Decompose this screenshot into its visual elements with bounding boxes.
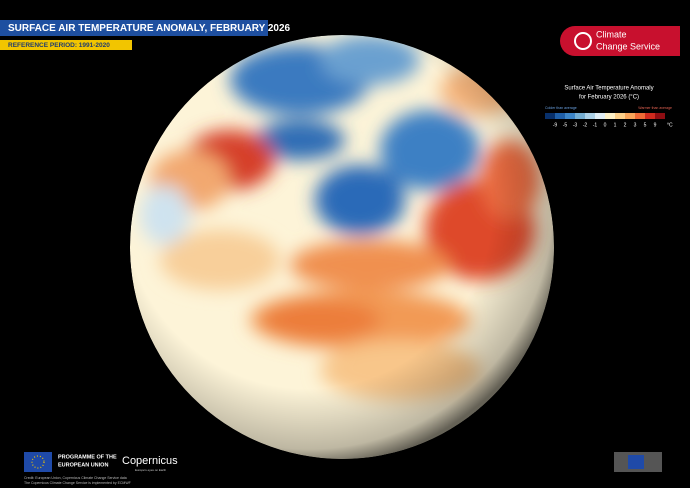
colorbar-tick-label: 2 <box>624 122 627 128</box>
programme: PROGRAMME OF THE <box>58 454 117 460</box>
colorbar-segment <box>655 113 665 119</box>
logo-badge <box>560 26 680 56</box>
colorbar-tick-label: -1 <box>593 122 598 128</box>
colorbar-tick-label: 0 <box>604 122 607 128</box>
credit: The Copernicus Climate Change Service is… <box>24 481 131 485</box>
colorbar-segment <box>625 113 635 119</box>
subtitle: REFERENCE PERIOD: 1991-2020 <box>8 42 110 49</box>
colorbar-segment <box>605 113 615 119</box>
colorbar-tick-label: 9 <box>654 122 657 128</box>
colorbar-segment <box>545 113 555 119</box>
title-bar <box>0 20 268 36</box>
colorbar: -9 -5 -3 -2 -1 0 1 2 3 5 9 °C <box>545 113 673 128</box>
colorbar-segment <box>565 113 575 119</box>
colorbar-segment <box>595 113 605 119</box>
colorbar-segment <box>635 113 645 119</box>
globe <box>130 35 554 459</box>
legend-note: Colder than average <box>545 106 577 110</box>
copernicus-tagline: Europe's eyes on Earth <box>135 468 166 472</box>
colorbar-segment <box>555 113 565 119</box>
legend-title: Surface Air Temperature Anomaly <box>564 86 653 92</box>
eu-flag <box>24 452 52 472</box>
colorbar-segment <box>585 113 595 119</box>
credit: Credit: European Union, Copernicus Clima… <box>24 476 127 480</box>
colorbar-tick-label: 5 <box>644 122 647 128</box>
colorbar-tick-label: 3 <box>634 122 637 128</box>
legend-title: for February 2026 (°C) <box>579 95 639 101</box>
logo-text: Change Service <box>596 41 660 51</box>
colorbar-tick-label: -5 <box>563 122 568 128</box>
logo-icon <box>574 32 592 50</box>
logo-text: Climate <box>596 29 627 39</box>
colorbar-tick-label: 1 <box>614 122 617 128</box>
eu-stars <box>31 455 45 469</box>
colorbar-segment <box>575 113 585 119</box>
title: SURFACE AIR TEMPERATURE ANOMALY, FEBRUAR… <box>8 23 291 34</box>
legend-note: Warmer than average <box>638 106 672 110</box>
colorbar-segment <box>615 113 625 119</box>
colorbar-tick-label: -3 <box>573 122 578 128</box>
programme: EUROPEAN UNION <box>58 462 108 468</box>
copernicus: Copernicus <box>122 455 178 467</box>
ecmwf-logo-flag <box>628 455 644 469</box>
colorbar-tick-label: -2 <box>583 122 588 128</box>
colorbar-unit: °C <box>667 122 673 128</box>
colorbar-segment <box>645 113 655 119</box>
subtitle-bar <box>0 40 132 50</box>
colorbar-tick-label: -9 <box>553 122 558 128</box>
